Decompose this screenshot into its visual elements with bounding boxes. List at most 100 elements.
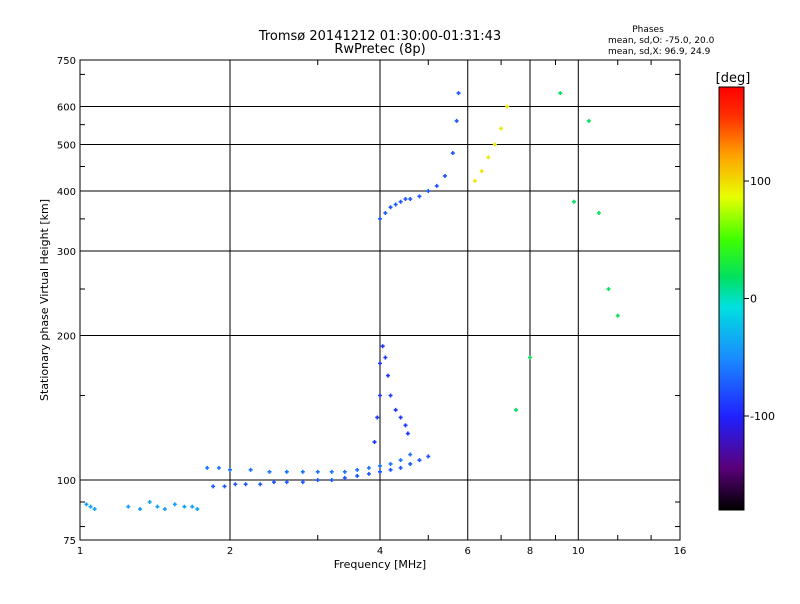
series-e-region-upper-trace	[205, 452, 413, 474]
data-point	[403, 423, 408, 428]
data-point	[492, 142, 497, 147]
data-point	[454, 118, 459, 123]
colorbar-label: [deg]	[716, 71, 751, 86]
data-point	[558, 91, 563, 96]
data-point	[258, 482, 263, 487]
data-point	[342, 469, 347, 474]
data-point	[405, 431, 410, 436]
data-point	[426, 189, 431, 194]
data-point	[385, 373, 390, 378]
data-point	[88, 504, 93, 509]
data-point	[514, 407, 519, 412]
y-tick-label: 750	[57, 56, 76, 67]
data-point	[355, 467, 360, 472]
series-e-region-main-trace	[211, 454, 431, 489]
data-point	[388, 205, 393, 210]
data-point	[342, 475, 347, 480]
series-scattered-echoes	[514, 91, 620, 412]
data-point	[300, 469, 305, 474]
data-point	[615, 313, 620, 318]
data-point	[267, 469, 272, 474]
data-point	[366, 471, 371, 476]
y-tick-label: 75	[63, 536, 76, 547]
data-point	[228, 467, 232, 472]
data-point	[528, 355, 532, 360]
data-point	[380, 344, 385, 349]
series-f-region-o-trace	[378, 91, 461, 221]
data-point	[378, 393, 382, 398]
series-e-region-low-trace	[84, 499, 200, 512]
x-axis-label: Frequency [MHz]	[334, 558, 426, 571]
data-point	[355, 473, 360, 478]
x-tick-label: 6	[465, 546, 471, 557]
chart-title: Tromsø 20141212 01:30:00-01:31:43	[258, 29, 501, 44]
data-point	[366, 465, 371, 470]
data-point	[434, 183, 439, 188]
data-point	[284, 480, 289, 485]
data-point	[388, 393, 393, 398]
colorbar-gradient	[718, 86, 745, 511]
x-tick-label: 1	[77, 546, 83, 557]
data-point	[138, 507, 143, 512]
y-tick-label: 600	[57, 103, 76, 114]
data-point	[596, 211, 601, 216]
colorbar-tick-label: -100	[750, 410, 775, 423]
data-point	[378, 216, 382, 221]
colorbar-ticks: 100 0 -100	[744, 175, 775, 423]
series-f-region-x-trace	[472, 104, 510, 183]
data-point	[505, 104, 510, 109]
data-point	[222, 484, 227, 489]
data-point	[211, 484, 216, 489]
x-tick-label: 8	[527, 546, 533, 557]
x-tick-label: 4	[377, 546, 383, 557]
data-point	[84, 502, 89, 507]
data-point	[155, 504, 160, 509]
data-point	[398, 415, 403, 420]
y-tick-label: 300	[57, 247, 76, 258]
data-point	[172, 502, 177, 507]
data-point	[271, 480, 276, 485]
data-point	[315, 469, 320, 474]
data-point	[92, 507, 97, 512]
data-point	[205, 465, 210, 470]
y-tick-label: 400	[57, 187, 76, 198]
data-point	[372, 440, 377, 445]
data-point	[284, 469, 289, 474]
phases-summary: Phases mean, sd,O: -75.0, 20.0 mean, sd,…	[608, 25, 715, 57]
data-point	[383, 355, 388, 360]
colorbar-tick-label: 0	[750, 293, 757, 306]
grid-lines	[80, 60, 680, 540]
data-point	[456, 91, 461, 96]
data-point	[450, 151, 455, 156]
data-point	[408, 452, 413, 457]
x-tick-label: 16	[674, 546, 687, 557]
data-point	[393, 407, 398, 412]
data-point	[393, 202, 398, 207]
data-point	[398, 465, 403, 470]
y-axis-ticks: 75 100 200 300 400 500 600 750	[57, 56, 680, 547]
data-point	[408, 461, 413, 466]
data-point	[426, 454, 431, 459]
colorbar: [deg] 100 0 -100	[716, 71, 775, 511]
data-point	[126, 504, 131, 509]
x-tick-label: 2	[227, 546, 233, 557]
data-point	[479, 169, 484, 174]
y-tick-label: 200	[57, 332, 76, 343]
data-point	[442, 173, 447, 178]
echo-points	[84, 91, 620, 512]
series-es-cusp	[372, 344, 410, 445]
data-point	[147, 499, 152, 504]
data-point	[300, 480, 305, 485]
data-point	[233, 482, 238, 487]
data-point	[315, 478, 320, 483]
data-point	[398, 458, 403, 463]
data-point	[378, 361, 382, 366]
x-axis-ticks: 1 2 4 6 8 10 16	[77, 60, 687, 557]
data-point	[403, 197, 408, 202]
data-point	[383, 211, 388, 216]
data-point	[378, 463, 382, 468]
data-point	[417, 458, 422, 463]
data-point	[329, 478, 334, 483]
data-point	[499, 126, 504, 131]
y-tick-label: 100	[57, 476, 76, 487]
